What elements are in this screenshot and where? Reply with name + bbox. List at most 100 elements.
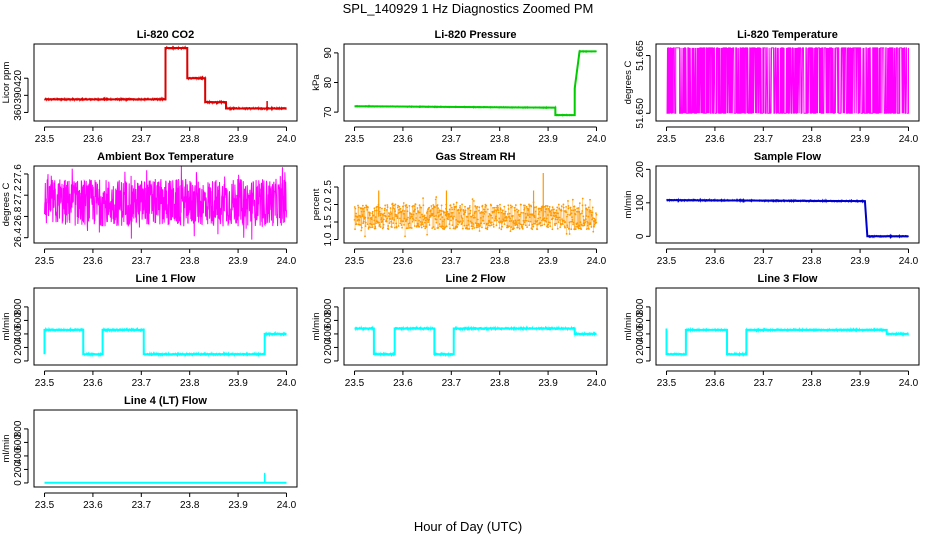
chart-title: Line 4 (LT) Flow: [124, 395, 207, 407]
chart-panel: Li-820 Temperature 23.5 23.6 23.7 23.8 23.9 24…: [623, 29, 920, 145]
plot-frame: [343, 43, 608, 122]
y-tick-label: 600: [635, 312, 646, 329]
plot-frame: [33, 409, 298, 488]
x-tick-label: 23.9: [228, 378, 248, 389]
y-tick-label: 400: [13, 447, 24, 464]
x-tick-label: 24.0: [899, 134, 919, 145]
x-tick-label: 23.5: [345, 134, 365, 145]
x-tick-label: 23.6: [393, 256, 413, 267]
chart-title: Sample Flow: [754, 151, 822, 163]
series-steps: [354, 327, 597, 356]
x-tick-label: 23.8: [490, 256, 510, 267]
y-tick-label: 27.2: [13, 185, 24, 205]
x-tick-label: 23.9: [850, 134, 870, 145]
y-tick-label: 200: [635, 161, 646, 178]
y-tick-label: 200: [13, 461, 24, 478]
y-axis-label: kPa: [311, 74, 322, 91]
y-tick-label: 51.650: [635, 98, 646, 129]
plot-frame: [655, 287, 920, 366]
chart-title: Line 2 Flow: [446, 273, 506, 285]
y-tick-label: 1.0: [323, 232, 334, 246]
x-tick-label: 23.8: [490, 134, 510, 145]
y-tick-label: 2.5: [323, 180, 334, 194]
y-tick-label: 200: [323, 339, 334, 356]
y-tick-label: 390: [13, 87, 24, 104]
y-tick-label: 600: [13, 312, 24, 329]
y-axis-label: degrees C: [1, 182, 12, 226]
plot-frame: [33, 43, 298, 122]
series-line: [354, 49, 597, 117]
x-tick-label: 23.9: [538, 134, 558, 145]
y-tick-label: 400: [635, 325, 646, 342]
x-tick-label: 23.9: [850, 378, 870, 389]
x-tick-label: 24.0: [899, 256, 919, 267]
x-tick-label: 24.0: [277, 256, 297, 267]
y-axis-label: Licor ppm: [1, 62, 12, 104]
x-tick-label: 23.8: [802, 378, 822, 389]
chart-title: Li-820 Temperature: [737, 29, 838, 41]
series-line: [666, 326, 910, 358]
y-tick-label: 800: [323, 298, 334, 315]
x-tick-label: 23.9: [228, 134, 248, 145]
y-tick-label: 400: [323, 325, 334, 342]
y-tick-label: 600: [13, 434, 24, 451]
y-tick-label: 800: [13, 298, 24, 315]
x-tick-label: 23.8: [490, 378, 510, 389]
y-tick-label: 1.5: [323, 215, 334, 229]
x-tick-label: 23.7: [132, 378, 152, 389]
series-line: [44, 45, 287, 112]
chart-panel: Line 4 (LT) Flow 23.5 23.6 23.7 23.8 23.9 24.0…: [1, 395, 298, 511]
y-tick-label: 420: [13, 69, 24, 86]
plot-frame: [343, 165, 608, 244]
x-tick-label: 24.0: [277, 378, 297, 389]
figure-title: SPL_140929 1 Hz Diagnostics Zoomed PM: [343, 1, 594, 16]
x-tick-label: 23.9: [850, 256, 870, 267]
y-tick-label: 80: [323, 77, 334, 89]
plot-frame: [33, 287, 298, 366]
y-tick-label: 0: [13, 480, 24, 486]
series-line: [666, 197, 909, 240]
chart-panel: Ambient Box Temperature 23.5 23.6 23.7 23.8 2…: [1, 151, 298, 267]
y-tick-label: 90: [323, 47, 334, 59]
y-tick-label: 360: [13, 104, 24, 121]
chart-title: Gas Stream RH: [435, 151, 515, 163]
x-tick-label: 23.8: [180, 256, 200, 267]
plot-frame: [655, 43, 920, 122]
x-tick-label: 24.0: [277, 134, 297, 145]
panels: Li-820 CO2 23.5 23.6 23.7 23.8 23.9 24.0 360390…: [1, 29, 920, 511]
y-tick-label: 200: [635, 339, 646, 356]
chart-panel: Line 3 Flow 23.5 23.6 23.7 23.8 23.9 24.0 0 2004…: [623, 273, 920, 389]
y-tick-label: 0: [323, 358, 334, 364]
y-tick-label: 0: [635, 358, 646, 364]
series-steps: [666, 199, 909, 238]
data-point: [404, 235, 406, 238]
y-tick-label: 200: [13, 339, 24, 356]
x-tick-label: 23.5: [35, 500, 55, 511]
y-tick-label: 2.0: [323, 197, 334, 211]
y-tick-label: 27.6: [13, 164, 24, 184]
x-tick-label: 23.5: [657, 256, 677, 267]
y-tick-label: 51.665: [635, 40, 646, 71]
x-tick-label: 23.7: [442, 256, 462, 267]
x-tick-label: 23.8: [180, 378, 200, 389]
x-tick-label: 23.6: [83, 500, 103, 511]
x-tick-label: 23.6: [393, 378, 413, 389]
x-tick-label: 23.9: [538, 256, 558, 267]
y-tick-label: 800: [13, 420, 24, 437]
plot-frame: [655, 165, 920, 244]
x-tick-label: 23.5: [35, 134, 55, 145]
x-tick-label: 24.0: [899, 378, 919, 389]
x-tick-label: 23.7: [754, 256, 774, 267]
x-tick-label: 24.0: [587, 256, 607, 267]
x-tick-label: 23.9: [228, 256, 248, 267]
plot-frame: [33, 165, 298, 244]
chart-panel: Sample Flow 23.5 23.6 23.7 23.8 23.9 24.0 0 100 2…: [623, 151, 920, 267]
y-axis-label: ml/min: [311, 313, 322, 341]
x-tick-label: 24.0: [277, 500, 297, 511]
y-tick-label: 600: [323, 312, 334, 329]
y-axis-label: degrees C: [623, 60, 634, 104]
x-tick-label: 23.5: [657, 378, 677, 389]
x-tick-label: 23.7: [442, 134, 462, 145]
x-tick-label: 23.7: [132, 256, 152, 267]
series-line: [354, 197, 597, 237]
